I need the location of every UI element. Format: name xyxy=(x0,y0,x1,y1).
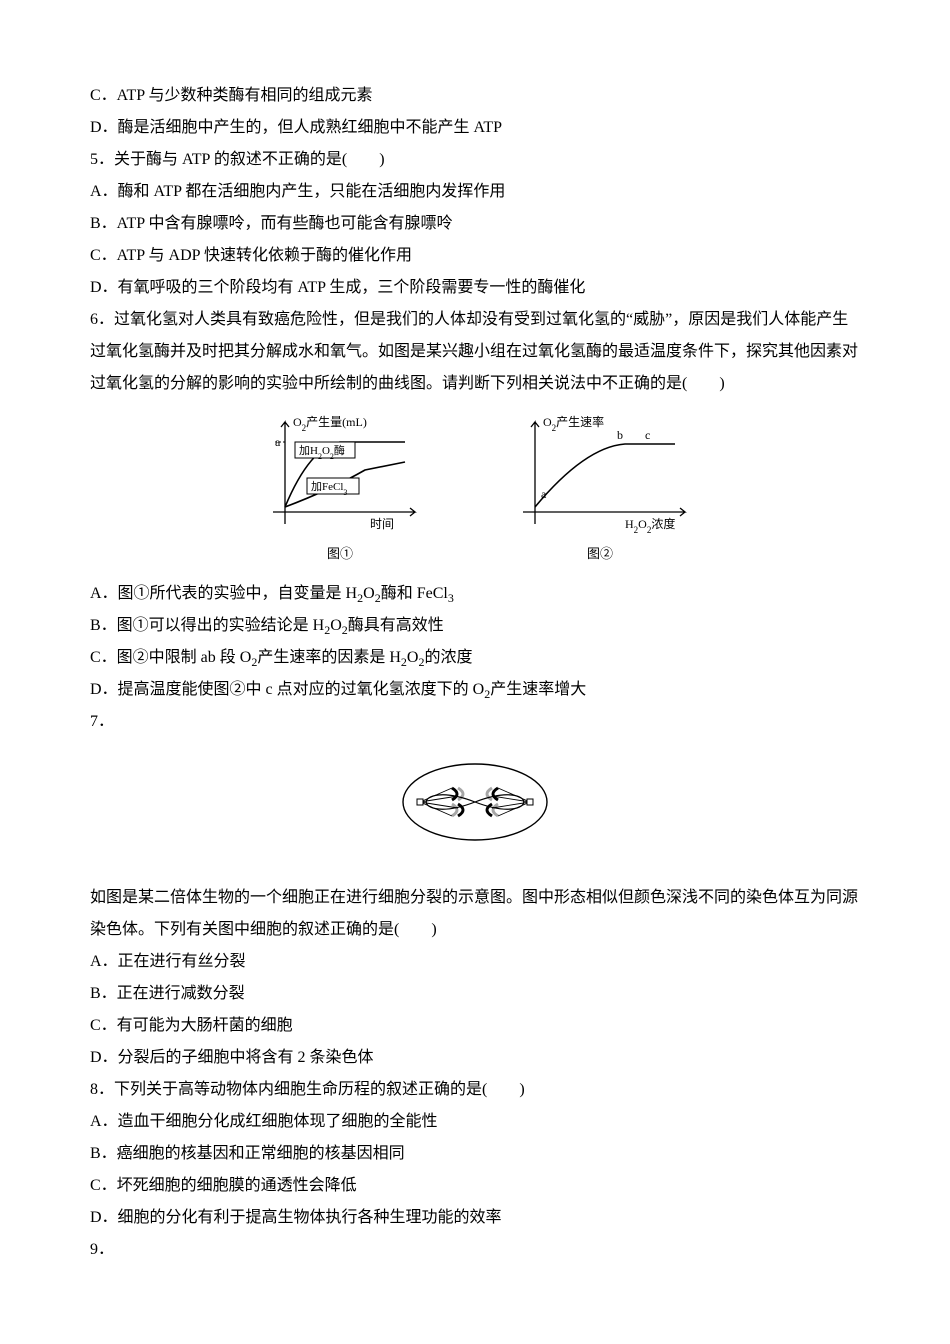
q6-option-d: D．提高温度能使图②中 c 点对应的过氧化氢浓度下的 O2产生速率增大 xyxy=(90,674,860,706)
fig1-xlabel: 时间 xyxy=(370,517,394,531)
fig1-ylabel: O2产生量(mL) xyxy=(293,415,367,433)
fig1-yaxis xyxy=(281,422,289,524)
q7-option-a: A．正在进行有丝分裂 xyxy=(90,946,860,978)
q5-option-d: D．有氧呼吸的三个阶段均有 ATP 生成，三个阶段需要专一性的酶催化 xyxy=(90,272,860,304)
chromosome-light xyxy=(493,804,498,816)
q8-option-d: D．细胞的分化有利于提高生物体执行各种生理功能的效率 xyxy=(90,1202,860,1234)
question-5: 5．关于酶与 ATP 的叙述不正确的是( ) xyxy=(90,144,860,176)
centrosome xyxy=(417,799,423,805)
figure-row: a O2产生量(mL) 时间 加H2O2酶 加FeCl3 图① a b c O2… xyxy=(90,412,860,562)
q8-option-b: B．癌细胞的核基因和正常细胞的核基因相同 xyxy=(90,1138,860,1170)
fig1-mark-a: a xyxy=(275,435,281,449)
chromosome-light xyxy=(452,804,457,816)
fig2-mark-a: a xyxy=(541,487,547,501)
fig1-caption: 图① xyxy=(327,546,353,562)
q8-option-a: A．造血干细胞分化成红细胞体现了细胞的全能性 xyxy=(90,1106,860,1138)
fig2-xaxis xyxy=(523,508,685,516)
q7-stem: 如图是某二倍体生物的一个细胞正在进行细胞分裂的示意图。图中形态相似但颜色深浅不同… xyxy=(90,882,860,946)
q5-option-b: B．ATP 中含有腺嘌呤，而有些酶也可能含有腺嘌呤 xyxy=(90,208,860,240)
q6-option-c: C．图②中限制 ab 段 O2产生速率的因素是 H2O2的浓度 xyxy=(90,642,860,674)
q7-option-d: D．分裂后的子细胞中将含有 2 条染色体 xyxy=(90,1042,860,1074)
q6-option-b: B．图①可以得出的实验结论是 H2O2酶具有高效性 xyxy=(90,610,860,642)
q6-option-a: A．图①所代表的实验中，自变量是 H2O2酶和 FeCl3 xyxy=(90,578,860,610)
fig2-mark-c: c xyxy=(645,428,650,442)
chromosome-dark xyxy=(452,788,457,800)
question-8: 8．下列关于高等动物体内细胞生命历程的叙述正确的是( ) xyxy=(90,1074,860,1106)
fig1-xaxis xyxy=(273,508,415,516)
option-c: C．ATP 与少数种类酶有相同的组成元素 xyxy=(90,80,860,112)
question-9: 9． xyxy=(90,1234,860,1266)
cell-figure xyxy=(90,752,860,864)
centrosome xyxy=(527,799,533,805)
fig2-mark-b: b xyxy=(617,428,623,442)
chromosome-dark xyxy=(493,788,498,800)
question-6: 6．过氧化氢对人类具有致癌危险性，但是我们的人体却没有受到过氧化氢的“威胁”，原… xyxy=(90,304,860,400)
q7-option-b: B．正在进行减数分裂 xyxy=(90,978,860,1010)
q5-option-a: A．酶和 ATP 都在活细胞内产生，只能在活细胞内发挥作用 xyxy=(90,176,860,208)
figure-2: a b c O2产生速率 H2O2浓度 图② xyxy=(505,412,695,562)
q8-option-c: C．坏死细胞的细胞膜的通透性会降低 xyxy=(90,1170,860,1202)
fig2-caption: 图② xyxy=(587,546,613,562)
question-7: 7． xyxy=(90,706,860,738)
fig2-ylabel: O2产生速率 xyxy=(543,414,604,433)
q7-option-c: C．有可能为大肠杆菌的细胞 xyxy=(90,1010,860,1042)
q5-option-c: C．ATP 与 ADP 快速转化依赖于酶的催化作用 xyxy=(90,240,860,272)
fig2-yaxis xyxy=(531,422,539,524)
option-d: D．酶是活细胞中产生的，但人成熟红细胞中不能产生 ATP xyxy=(90,112,860,144)
figure-1: a O2产生量(mL) 时间 加H2O2酶 加FeCl3 图① xyxy=(255,412,425,562)
fig2-xlabel: H2O2浓度 xyxy=(625,516,675,535)
fig2-curve xyxy=(535,444,675,507)
